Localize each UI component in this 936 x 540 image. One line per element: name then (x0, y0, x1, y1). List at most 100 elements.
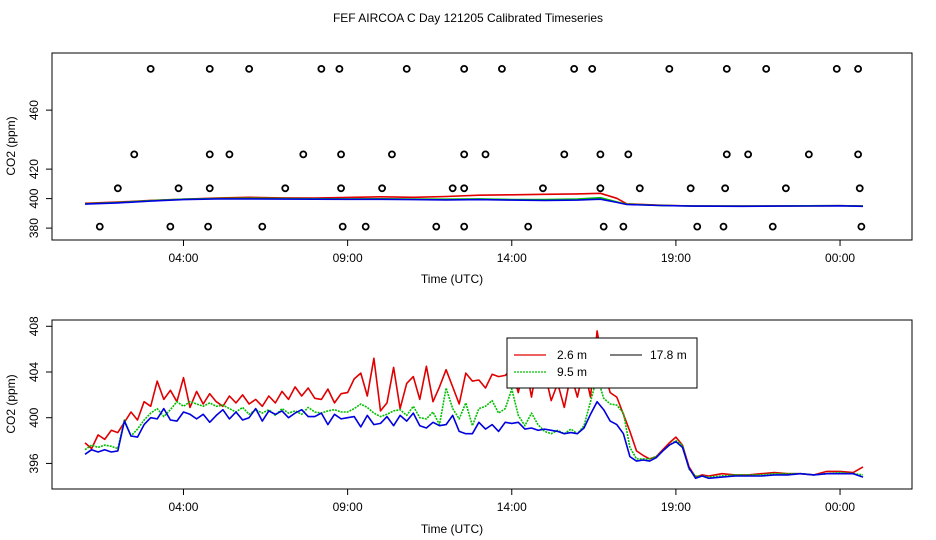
scatter-point (361, 222, 370, 231)
scatter-point (665, 64, 674, 73)
panel-bottom-ylabel: CO2 (ppm) (4, 374, 18, 433)
legend-box (506, 337, 698, 389)
scatter-point (721, 184, 730, 193)
scatter-point (762, 64, 771, 73)
scatter-point (855, 184, 864, 193)
y-tick-label: 420 (27, 159, 41, 179)
scatter-point (225, 150, 234, 159)
panel-top-points (95, 64, 866, 231)
panel-top-xlabel: Time (UTC) (421, 272, 483, 286)
panel-top-ylabel: CO2 (ppm) (4, 116, 18, 175)
scatter-point (258, 222, 267, 231)
panel-bottom-x-axis: 04:00 09:00 14:00 19:00 00:00 (168, 489, 855, 514)
chart-title: FEF AIRCOA C Day 121205 Calibrated Times… (333, 11, 603, 25)
scatter-point (205, 184, 214, 193)
scatter-point (599, 222, 608, 231)
scatter-point (635, 184, 644, 193)
scatter-point (781, 184, 790, 193)
scatter-point (460, 150, 469, 159)
scatter-point (854, 64, 862, 73)
legend-label-9-5m: 9.5 m (557, 365, 587, 379)
scatter-point (854, 150, 862, 159)
scatter-point (317, 64, 326, 73)
scatter-point (804, 150, 813, 159)
x-tick-label: 14:00 (497, 251, 527, 265)
scatter-point (299, 150, 308, 159)
legend: 2.6 m 9.5 m 17.8 m (506, 337, 698, 389)
scatter-point (204, 222, 213, 231)
series-line-9-5-m (84, 375, 864, 478)
y-tick-label: 460 (27, 100, 41, 120)
scatter-point (388, 150, 396, 159)
x-tick-label: 00:00 (825, 500, 855, 514)
scatter-point (719, 222, 728, 231)
scatter-point (570, 64, 579, 73)
scatter-point (722, 64, 731, 73)
series-line-17-8-m (84, 400, 864, 480)
scatter-point (744, 150, 753, 159)
scatter-point (113, 184, 122, 193)
series-line-17-8-m (84, 198, 864, 208)
scatter-point (624, 150, 633, 159)
panel-top-y-axis: 380 400 420 460 (27, 100, 52, 238)
panel-bottom-y-axis: 396 400 404 408 (27, 316, 52, 473)
scatter-point (722, 150, 731, 159)
x-tick-label: 09:00 (333, 251, 363, 265)
y-tick-label: 404 (27, 362, 41, 382)
y-tick-label: 396 (27, 453, 41, 473)
y-tick-label: 380 (27, 218, 41, 238)
scatter-point (460, 184, 469, 193)
scatter-point (432, 222, 441, 231)
scatter-point (245, 64, 254, 73)
scatter-point (693, 222, 702, 231)
scatter-point (596, 150, 605, 159)
scatter-point (460, 64, 469, 73)
y-tick-label: 400 (27, 188, 41, 208)
scatter-point (498, 64, 506, 73)
scatter-point (146, 64, 155, 73)
y-tick-label: 408 (27, 316, 41, 336)
panel-top-frame (51, 52, 913, 241)
panel-top: 380 400 420 460 04:00 09:00 14:00 19:00 00:00 T… (4, 52, 913, 286)
scatter-point (481, 150, 490, 159)
series-line-2-6-m (84, 330, 864, 478)
scatter-point (205, 150, 214, 159)
scatter-point (335, 64, 344, 73)
panel-bottom-xlabel: Time (UTC) (421, 522, 483, 536)
x-tick-label: 00:00 (825, 251, 855, 265)
panel-bottom: 396 400 404 408 04:00 09:00 14:00 19:00 00:00 T… (4, 316, 913, 536)
x-tick-label: 09:00 (333, 500, 363, 514)
x-tick-label: 19:00 (661, 251, 691, 265)
panel-top-series (84, 192, 864, 208)
panel-bottom-series (84, 330, 864, 480)
scatter-point (205, 64, 214, 73)
scatter-point (524, 222, 533, 231)
legend-label-17-8m: 17.8 m (650, 348, 687, 362)
scatter-point (338, 222, 347, 231)
panel-top-x-axis: 04:00 09:00 14:00 19:00 00:00 (168, 240, 855, 265)
scatter-point (95, 222, 104, 231)
scatter-point (596, 184, 605, 193)
scatter-point (378, 184, 386, 193)
legend-label-2-6m: 2.6 m (557, 348, 587, 362)
scatter-point (166, 222, 175, 231)
scatter-point (460, 222, 469, 231)
scatter-point (588, 64, 597, 73)
scatter-point (337, 150, 345, 159)
scatter-point (448, 184, 457, 193)
x-tick-label: 19:00 (661, 500, 691, 514)
scatter-point (337, 184, 345, 193)
scatter-point (619, 222, 628, 231)
scatter-point (686, 184, 695, 193)
scatter-point (857, 222, 866, 231)
scatter-point (539, 184, 547, 193)
x-tick-label: 14:00 (497, 500, 527, 514)
scatter-point (402, 64, 411, 73)
scatter-point (832, 64, 841, 73)
x-tick-label: 04:00 (168, 500, 198, 514)
scatter-point (130, 150, 139, 159)
scatter-point (768, 222, 777, 231)
y-tick-label: 400 (27, 407, 41, 427)
scatter-point (281, 184, 290, 193)
scatter-point (560, 150, 569, 159)
